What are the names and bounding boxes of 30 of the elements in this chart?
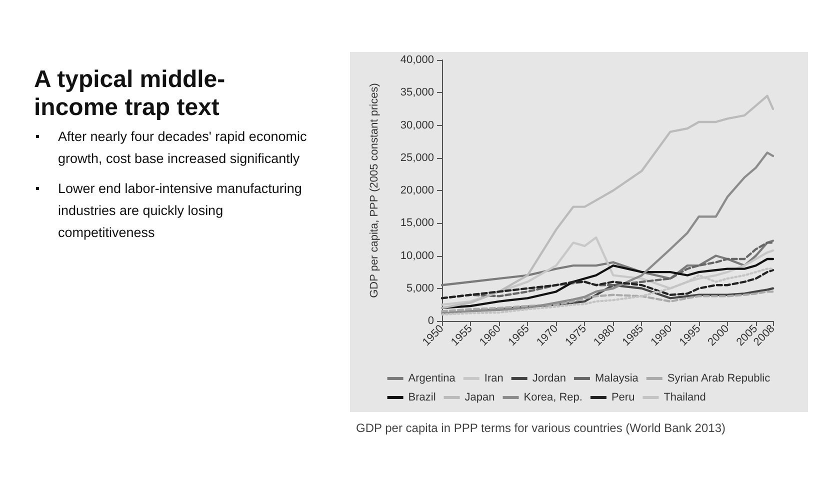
line-series	[440, 258, 774, 310]
y-tick-label: 20,000	[400, 184, 434, 196]
text: Lower end labor-intensive manufacturing industries are quickly losing competitiveness	[57, 180, 303, 242]
legend-label: Argentina	[408, 372, 456, 384]
legend-label: Peru	[611, 392, 635, 404]
text: A typical middle-income trap text	[34, 66, 226, 122]
line-series	[440, 269, 774, 300]
y-tick-label: 35,000	[400, 86, 434, 99]
legend-label: Japan	[464, 392, 495, 404]
legend-label: Malaysia	[594, 372, 640, 384]
line-series	[440, 152, 774, 314]
y-tick-label: 5,000	[406, 282, 434, 294]
text: GDP per capita in PPP terms for various countries (World Bank 2013)	[356, 420, 726, 437]
text: After nearly four decades' rapid economic growth, cost base increased significantly	[57, 128, 308, 168]
legend-label: Brazil	[408, 392, 436, 404]
y-tick-label: 30,000	[400, 119, 434, 132]
y-tick-label: 0	[428, 315, 434, 327]
legend-label: Syrian Arab Republic	[667, 372, 771, 384]
y-tick-label: 40,000	[400, 54, 434, 66]
y-tick-label: 10,000	[400, 250, 434, 262]
line-series	[440, 94, 774, 310]
legend-label: Iran	[484, 372, 504, 384]
line-series	[440, 240, 774, 286]
legend-label: Thailand	[664, 392, 706, 404]
legend-label: Korea, Rep.	[524, 392, 582, 404]
y-tick-label: 25,000	[400, 152, 434, 164]
legend-label: Jordan	[532, 372, 566, 384]
y-axis-title: GDP per capita, PPP (2005 constant prices)	[368, 83, 380, 298]
y-tick-label: 15,000	[400, 217, 434, 230]
line-series	[440, 290, 774, 312]
